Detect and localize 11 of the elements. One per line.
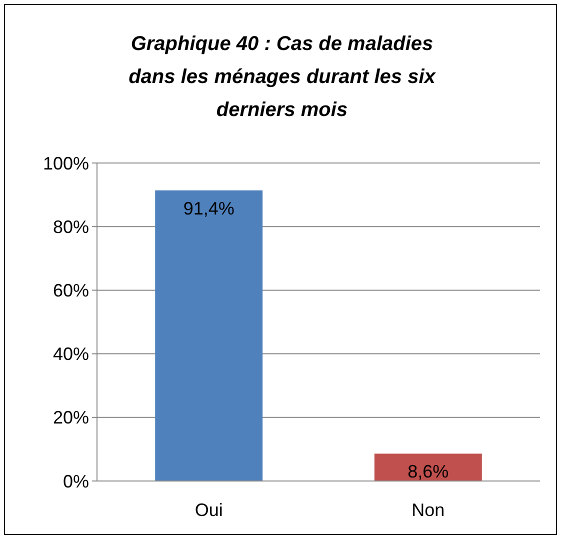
y-tick-label: 100% <box>42 153 89 174</box>
y-tick-label: 40% <box>52 344 89 364</box>
x-tick-label: Non <box>412 500 445 520</box>
y-tick-label: 0% <box>62 471 89 492</box>
chart-title: Graphique 40 : Cas de maladies dans les ménages durant les six derniers mois <box>128 33 436 121</box>
x-tick-label: Oui <box>194 500 223 520</box>
y-tick-label: 80% <box>52 216 89 237</box>
data-label: 8,6% <box>408 462 449 482</box>
data-label: 91,4% <box>183 198 234 218</box>
y-tick-label: 60% <box>52 280 89 300</box>
y-tick-label: 20% <box>52 408 89 428</box>
